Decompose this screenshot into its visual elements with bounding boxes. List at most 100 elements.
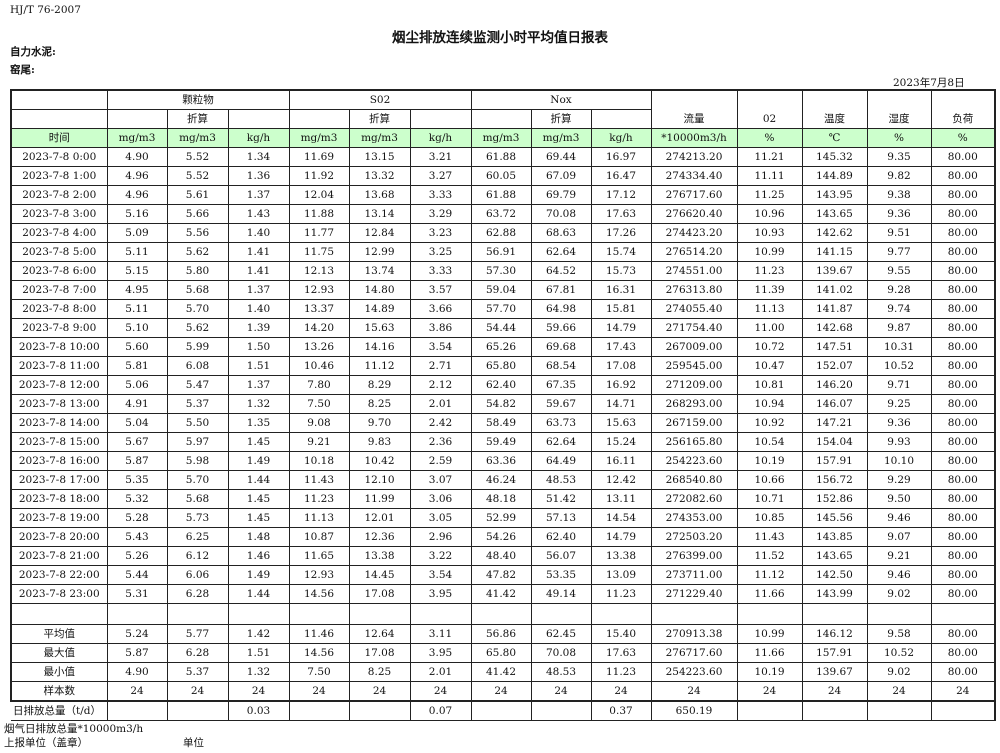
table-row: 2023-7-8 2:00 4.96 5.61 1.37 12.04 13.68 3.33 6…: [10, 185, 996, 205]
table-cell: 17.08: [590, 356, 652, 376]
table-row: 2023-7-8 8:00 5.11 5.70 1.40 13.37 14.89 3.66 5…: [10, 299, 996, 319]
table-cell: 5.09: [106, 223, 168, 243]
table-cell: 1.43: [227, 204, 290, 224]
table-cell: 271229.40: [650, 584, 738, 604]
table-cell: 47.82: [470, 565, 532, 585]
table-cell: 14.45: [348, 565, 411, 585]
table-cell: 152.86: [801, 489, 868, 509]
table-cell: 54.82: [470, 394, 532, 414]
table-cell: 51.42: [530, 489, 592, 509]
table-cell: 10.19: [736, 451, 803, 471]
table-row: 2023-7-8 17:00 5.35 5.70 1.44 11.43 12.10 3.07…: [10, 470, 996, 490]
row-label: 最大值: [10, 643, 108, 663]
table-cell: 24: [106, 681, 168, 702]
table-cell: 80.00: [930, 413, 996, 433]
table-cell: 80.00: [930, 470, 996, 490]
summary-row: 样本数 24 24 24 24 24 24 24 24 24 24 24 24 24 24: [10, 681, 996, 702]
table-cell: 11.43: [736, 527, 803, 547]
table-row: 2023-7-8 20:00 5.43 6.25 1.48 10.87 12.36 2.96…: [10, 527, 996, 547]
table-cell: 10.54: [736, 432, 803, 452]
table-cell: 13.38: [590, 546, 652, 566]
table-cell: 5.26: [106, 546, 168, 566]
table-cell: 11.99: [348, 489, 411, 509]
table-cell: 24: [227, 681, 290, 702]
table-cell: 156.72: [801, 470, 868, 490]
table-cell: 70.08: [530, 643, 592, 663]
kiln-label: 窑尾:: [10, 64, 35, 76]
table-cell: 68.54: [530, 356, 592, 376]
table-cell: 13.09: [590, 565, 652, 585]
row-label: 2023-7-8 11:00: [10, 356, 108, 376]
header-blank: [106, 109, 168, 129]
row-label: 2023-7-8 16:00: [10, 451, 108, 471]
table-cell: 5.52: [166, 147, 229, 167]
table-row: 2023-7-8 14:00 5.04 5.50 1.35 9.08 9.70 2.42 58…: [10, 413, 996, 433]
table-cell: 9.38: [866, 185, 932, 205]
table-cell: 5.32: [106, 489, 168, 509]
table-cell: 59.49: [470, 432, 532, 452]
table-cell: 1.42: [227, 624, 290, 644]
table-cell: 3.27: [409, 166, 472, 186]
row-label: 2023-7-8 19:00: [10, 508, 108, 528]
table-cell: 276717.60: [650, 643, 738, 663]
table-cell: 15.40: [590, 624, 652, 644]
unit-header-cell: kg/h: [590, 128, 652, 148]
daily-total-cell: 0.03: [227, 700, 290, 721]
table-row: 2023-7-8 5:00 5.11 5.62 1.41 11.75 12.99 3.25 5…: [10, 242, 996, 262]
table-cell: 3.95: [409, 643, 472, 663]
table-cell: 5.16: [106, 204, 168, 224]
table-cell: 143.95: [801, 185, 868, 205]
header-converted: 折算: [166, 109, 229, 129]
table-cell: 13.26: [288, 337, 350, 357]
table-cell: 15.24: [590, 432, 652, 452]
table-cell: 10.31: [866, 337, 932, 357]
table-row: 2023-7-8 0:00 4.90 5.52 1.34 11.69 13.15 3.21 6…: [10, 147, 996, 167]
table-cell: 11.23: [590, 662, 652, 682]
table-cell: 9.21: [866, 546, 932, 566]
table-cell: 10.52: [866, 643, 932, 663]
table-cell: 80.00: [930, 318, 996, 338]
table-cell: 9.83: [348, 432, 411, 452]
table-cell: 3.07: [409, 470, 472, 490]
table-row: 2023-7-8 22:00 5.44 6.06 1.49 12.93 14.45 3.54…: [10, 565, 996, 585]
table-cell: 139.67: [801, 662, 868, 682]
table-cell: 6.06: [166, 565, 229, 585]
table-cell: 272503.20: [650, 527, 738, 547]
table-cell: 274334.40: [650, 166, 738, 186]
table-cell: 69.68: [530, 337, 592, 357]
header-row-groups: 颗粒物 S02 Nox 流量 02 温度 湿度 负荷: [10, 89, 996, 129]
table-cell: 13.14: [348, 204, 411, 224]
table-cell: 12.13: [288, 261, 350, 281]
table-cell: 59.66: [530, 318, 592, 338]
table-cell: 141.15: [801, 242, 868, 262]
table-cell: 5.37: [166, 394, 229, 414]
table-cell: 157.91: [801, 451, 868, 471]
table-row: 2023-7-8 21:00 5.26 6.12 1.46 11.65 13.38 3.22…: [10, 546, 996, 566]
table-cell: 12.84: [348, 223, 411, 243]
table-cell: 65.80: [470, 643, 532, 663]
table-cell: 5.56: [166, 223, 229, 243]
table-cell: 145.32: [801, 147, 868, 167]
table-cell: 1.45: [227, 432, 290, 452]
table-row: 2023-7-8 6:00 5.15 5.80 1.41 12.13 13.74 3.33 5…: [10, 261, 996, 281]
table-cell: 13.15: [348, 147, 411, 167]
unit-label: 单位: [183, 737, 204, 749]
table-cell: 267009.00: [650, 337, 738, 357]
table-cell: 3.66: [409, 299, 472, 319]
table-cell: 24: [650, 681, 738, 702]
table-cell: 5.77: [166, 624, 229, 644]
table-cell: 274353.00: [650, 508, 738, 528]
unit-header-cell: %: [736, 128, 803, 148]
table-cell: 80.00: [930, 643, 996, 663]
row-label: 2023-7-8 22:00: [10, 565, 108, 585]
row-label: 2023-7-8 7:00: [10, 280, 108, 300]
table-cell: 2.12: [409, 375, 472, 395]
unit-header-cell: kg/h: [227, 128, 290, 148]
table-cell: 16.31: [590, 280, 652, 300]
row-label: 2023-7-8 12:00: [10, 375, 108, 395]
table-cell: 14.79: [590, 527, 652, 547]
table-cell: 6.28: [166, 584, 229, 604]
table-cell: 5.66: [166, 204, 229, 224]
table-cell: 9.02: [866, 662, 932, 682]
table-row: 2023-7-8 7:00 4.95 5.68 1.37 12.93 14.80 3.57 5…: [10, 280, 996, 300]
